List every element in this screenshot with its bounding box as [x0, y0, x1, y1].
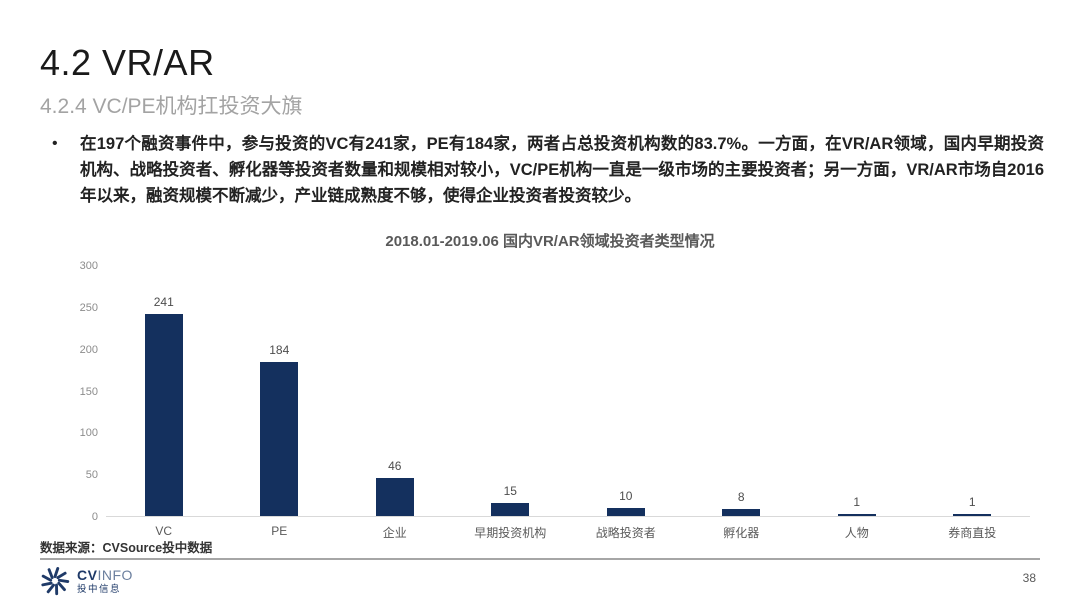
logo-cn-text: 投中信息 — [77, 583, 122, 595]
category-axis: VC PE 企业 早期投资机构 战略投资者 孵化器 人物 券商直投 — [106, 524, 1030, 541]
y-tick-label: 200 — [79, 343, 98, 356]
bar-企业 — [375, 478, 414, 516]
category-label: 战略投资者 — [595, 526, 656, 540]
page-number: 38 — [1022, 571, 1036, 585]
category-label: 企业 — [382, 526, 407, 540]
bar-券商直投 — [953, 514, 992, 516]
bar-column: 46 — [337, 459, 453, 516]
y-tick-label: 50 — [85, 469, 98, 482]
bar-column: 15 — [453, 484, 569, 516]
bar-value-label: 15 — [503, 484, 517, 498]
y-tick-label: 250 — [79, 301, 98, 314]
bar-value-label: 10 — [619, 489, 633, 503]
footer-divider — [40, 558, 1040, 560]
bar-value-label: 1 — [853, 495, 861, 509]
plot-wrap: 0 50 100 150 200 250 300 241 184 46 15 10 8 1 1 — [60, 260, 1040, 523]
bar-column: 241 — [106, 295, 222, 516]
bar-战略投资者 — [606, 508, 645, 516]
bar-column: 1 — [915, 495, 1031, 516]
y-tick-label: 0 — [91, 511, 98, 523]
bar-早期投资机构 — [491, 503, 530, 516]
source-note: 数据来源：CVSource投中数据 — [40, 541, 213, 555]
y-tick-label: 100 — [79, 427, 98, 440]
logo-text: CVINFO 投中信息 — [77, 568, 133, 595]
logo-cv-text: CV — [77, 566, 98, 583]
y-tick-label: 300 — [79, 260, 98, 272]
category-label: 孵化器 — [723, 526, 760, 540]
bar-value-label: 1 — [968, 495, 976, 509]
bar-value-label: 46 — [388, 459, 402, 473]
y-tick-label: 150 — [79, 385, 98, 398]
category-label: 早期投资机构 — [474, 526, 547, 540]
category-label: VC — [155, 524, 173, 538]
bar-value-label: 184 — [269, 343, 290, 357]
pinwheel-logo-icon — [41, 567, 70, 596]
category-label: 券商直投 — [948, 526, 997, 540]
bar-PE — [260, 362, 299, 516]
plot-area: 241 184 46 15 10 8 1 1 — [106, 266, 1030, 517]
page-title: 4.2 VR/AR — [40, 42, 215, 83]
bar-VC — [144, 314, 183, 516]
bar-column: 1 — [799, 495, 915, 516]
bar-value-label: 241 — [153, 295, 174, 309]
chart-title: 2018.01-2019.06 国内VR/AR领域投资者类型情况 — [385, 233, 715, 250]
bullet-marker: • — [52, 135, 58, 152]
cvinfo-logo: CVINFO 投中信息 — [40, 566, 133, 596]
bar-孵化器 — [722, 509, 761, 516]
bar-value-label: 8 — [737, 490, 745, 504]
bar-chart: 2018.01-2019.06 国内VR/AR领域投资者类型情况 0 50 100 1… — [60, 230, 1040, 541]
category-label: 人物 — [844, 526, 869, 540]
category-label: PE — [271, 524, 288, 538]
bar-人物 — [837, 514, 876, 516]
bar-column: 10 — [568, 489, 684, 516]
bar-column: 184 — [222, 343, 338, 516]
page-subtitle: 4.2.4 VC/PE机构扛投资大旗 — [40, 95, 303, 118]
bullet-paragraph: • 在197个融资事件中，参与投资的VC有241家，PE有184家，两者占总投资… — [52, 131, 1044, 209]
logo-info-text: INFO — [97, 566, 133, 583]
body-text: 在197个融资事件中，参与投资的VC有241家，PE有184家，两者占总投资机构… — [80, 135, 1044, 205]
bar-column: 8 — [684, 490, 800, 516]
y-axis: 0 50 100 150 200 250 300 — [60, 260, 98, 523]
